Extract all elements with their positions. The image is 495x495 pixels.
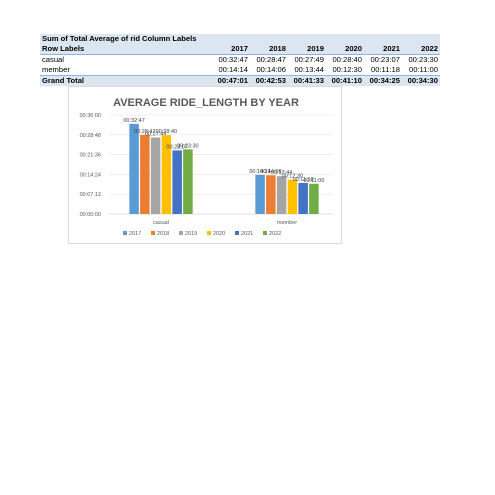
- y-tick-label: 00:36:00: [80, 113, 101, 119]
- y-tick-label: 00:00:00: [80, 212, 101, 218]
- legend-swatch-2022: [263, 231, 267, 235]
- pivot-cell[interactable]: 00:12:30: [332, 65, 362, 74]
- bar-member-2022: [309, 183, 319, 214]
- bar-chart: AVERAGE RIDE_LENGTH BY YEAR 00:00:00 00:07…: [80, 97, 333, 237]
- y-tick-label: 00:28:48: [80, 133, 101, 139]
- pivot-year-header[interactable]: 2020: [326, 44, 364, 55]
- pivot-year-header[interactable]: 2022: [402, 44, 440, 55]
- y-tick-label: 00:21:36: [80, 153, 101, 159]
- bar-member-2021: [298, 182, 308, 214]
- legend-label: 2017: [129, 231, 141, 237]
- data-label: 00:14:06: [260, 169, 281, 175]
- pivot-cell[interactable]: 00:14:06: [256, 65, 286, 74]
- pivot-cell[interactable]: 00:13:44: [294, 65, 324, 74]
- pivot-cell[interactable]: 00:11:18: [371, 65, 400, 74]
- pivot-column-labels[interactable]: Column Labels: [140, 34, 212, 44]
- legend-swatch-2021: [235, 231, 239, 235]
- data-label: 00:23:07: [166, 144, 187, 150]
- pivot-year-header[interactable]: 2021: [364, 44, 402, 55]
- pivot-cell[interactable]: 00:28:47: [256, 55, 286, 64]
- pivot-total-cell[interactable]: 00:34:25: [364, 75, 402, 86]
- data-label: 00:28:40: [156, 129, 177, 135]
- data-label: 00:14:14: [249, 169, 270, 175]
- bar-casual-2017: [129, 123, 139, 214]
- legend-swatch-2020: [207, 231, 211, 235]
- pivot-cell[interactable]: 00:27:49: [294, 55, 324, 64]
- pivot-row-labels[interactable]: Row Labels: [40, 44, 212, 55]
- data-label: 00:13:44: [271, 170, 292, 176]
- legend-swatch-2018: [151, 231, 155, 235]
- legend-label: 2021: [241, 231, 253, 237]
- pivot-cell[interactable]: 00:23:07: [370, 55, 400, 64]
- data-label: 00:23:30: [177, 143, 198, 149]
- pivot-row-label[interactable]: casual: [42, 55, 64, 64]
- pivot-total-cell[interactable]: 00:42:53: [250, 75, 288, 86]
- bar-member-2020: [287, 179, 298, 214]
- data-label: 00:32:47: [123, 118, 144, 124]
- data-label: 00:11:00: [303, 178, 324, 184]
- bar-member-2019: [276, 176, 287, 214]
- bar-casual-2021: [172, 150, 182, 214]
- pivot-row-member: member 00:14:14 00:14:06 00:13:44 00:12:…: [40, 65, 440, 76]
- legend-swatch-2019: [179, 231, 183, 235]
- data-label: 00:12:30: [282, 174, 303, 180]
- pivot-total-cell[interactable]: 00:47:01: [212, 75, 250, 86]
- pivot-title[interactable]: Sum of Total Average of ride_length: [40, 34, 140, 44]
- pivot-row-label[interactable]: member: [42, 65, 70, 74]
- legend-label: 2019: [185, 231, 197, 237]
- pivot-year-header[interactable]: 2019: [288, 44, 326, 55]
- pivot-cell[interactable]: 00:11:00: [409, 65, 438, 74]
- pivot-grand-total-row: Grand Total 00:47:01 00:42:53 00:41:33 0…: [40, 75, 440, 86]
- chart-title: AVERAGE RIDE_LENGTH BY YEAR: [113, 97, 299, 109]
- pivot-cell[interactable]: 00:28:40: [332, 55, 362, 64]
- pivot-year-header[interactable]: 2017: [212, 44, 250, 55]
- y-tick-label: 00:14:24: [80, 172, 101, 178]
- pivot-total-cell[interactable]: 00:41:33: [288, 75, 326, 86]
- legend-swatch-2017: [123, 231, 127, 235]
- pivot-title-row: Sum of Total Average of ride_length Colu…: [40, 34, 440, 44]
- legend-label: 2020: [213, 231, 225, 237]
- pivot-cell[interactable]: 00:32:47: [218, 55, 248, 64]
- data-label: 00:28:47: [134, 129, 155, 135]
- pivot-header-row: Row Labels 2017 2018 2019 2020 2021 2022: [40, 44, 440, 55]
- bar-member-2017: [255, 174, 265, 214]
- y-tick-label: 00:07:12: [80, 192, 101, 198]
- bar-casual-2020: [161, 135, 172, 214]
- legend-label: 2018: [157, 231, 169, 237]
- data-label: 00:11:18: [293, 177, 314, 183]
- x-category-label: member: [277, 220, 297, 226]
- pivot-total-cell[interactable]: 00:41:10: [326, 75, 364, 86]
- x-category-label: casual: [153, 220, 169, 226]
- bar-casual-2022: [183, 149, 193, 214]
- bar-casual-2019: [150, 137, 161, 214]
- pivot-total-cell[interactable]: 00:34:30: [402, 75, 440, 86]
- pivot-year-header[interactable]: 2018: [250, 44, 288, 55]
- pivot-table: Sum of Total Average of ride_length Colu…: [40, 34, 440, 86]
- pivot-grand-total-label[interactable]: Grand Total: [40, 75, 212, 86]
- legend-label: 2022: [269, 231, 281, 237]
- pivot-cell[interactable]: 00:14:14: [218, 65, 248, 74]
- bar-member-2018: [266, 175, 276, 214]
- bar-casual-2018: [140, 134, 150, 214]
- pivot-row-casual: casual 00:32:47 00:28:47 00:27:49 00:28:…: [40, 55, 440, 66]
- pivot-cell[interactable]: 00:23:30: [408, 55, 438, 64]
- data-label: 00:27:49: [145, 132, 166, 138]
- chart-card[interactable]: AVERAGE RIDE_LENGTH BY YEAR 00:00:00 00:07…: [68, 86, 342, 244]
